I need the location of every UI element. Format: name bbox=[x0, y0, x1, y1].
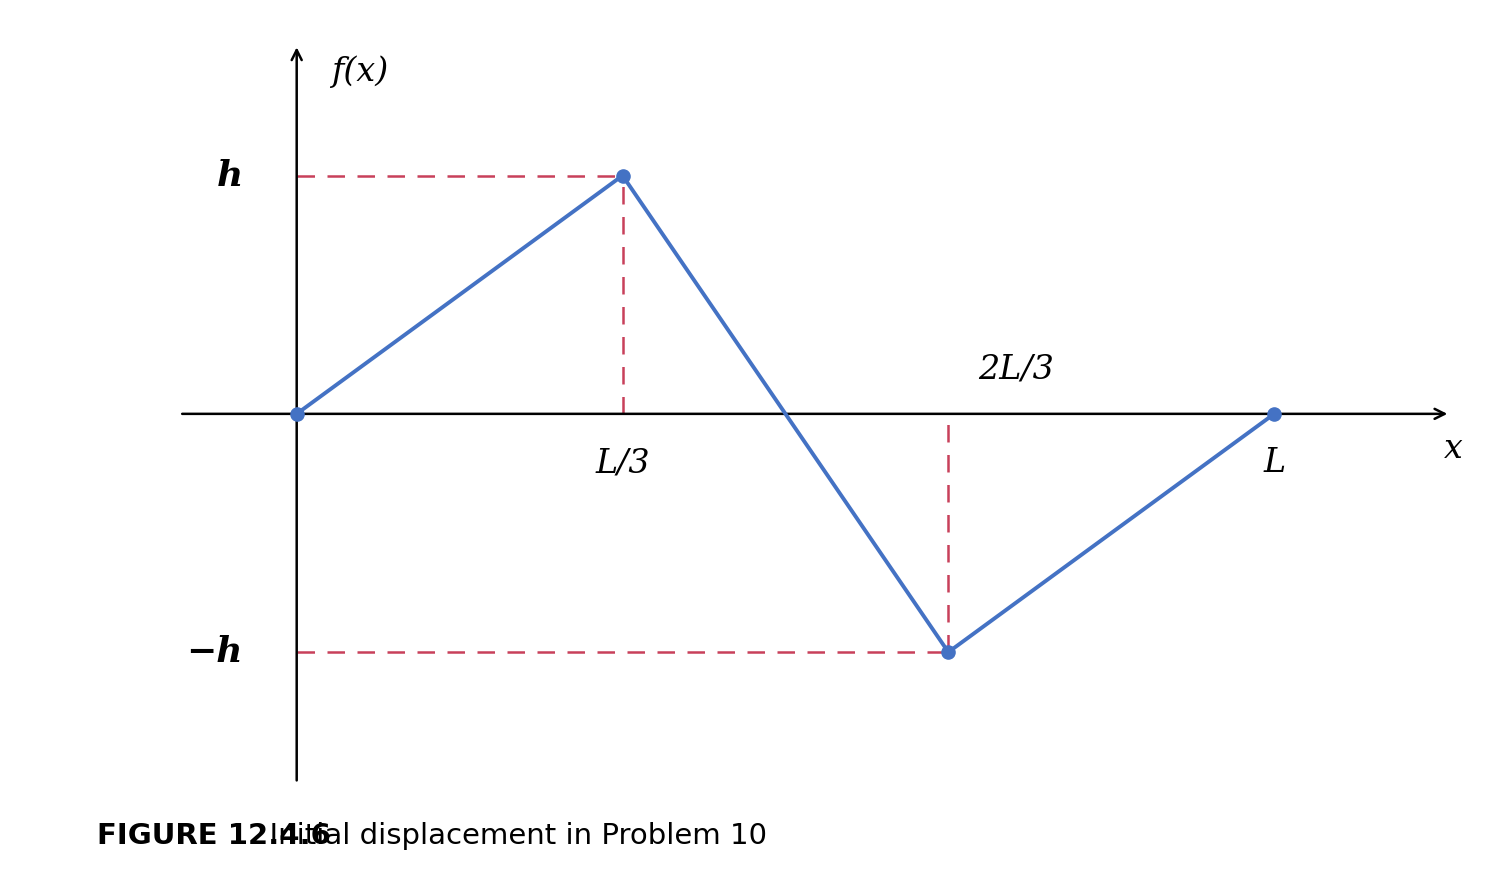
Point bbox=[610, 168, 634, 182]
Text: FIGURE 12.4.6: FIGURE 12.4.6 bbox=[97, 822, 330, 850]
Text: f(x): f(x) bbox=[330, 55, 389, 88]
Text: L: L bbox=[1263, 447, 1286, 479]
Point bbox=[936, 645, 960, 659]
Text: h: h bbox=[217, 158, 242, 192]
Text: −h: −h bbox=[187, 635, 242, 669]
Point bbox=[284, 407, 308, 421]
Text: x: x bbox=[1444, 433, 1464, 465]
Text: 2L/3: 2L/3 bbox=[978, 353, 1054, 385]
Text: Initial displacement in Problem 10: Initial displacement in Problem 10 bbox=[251, 822, 767, 850]
Text: L/3: L/3 bbox=[595, 447, 650, 479]
Point bbox=[1262, 407, 1286, 421]
